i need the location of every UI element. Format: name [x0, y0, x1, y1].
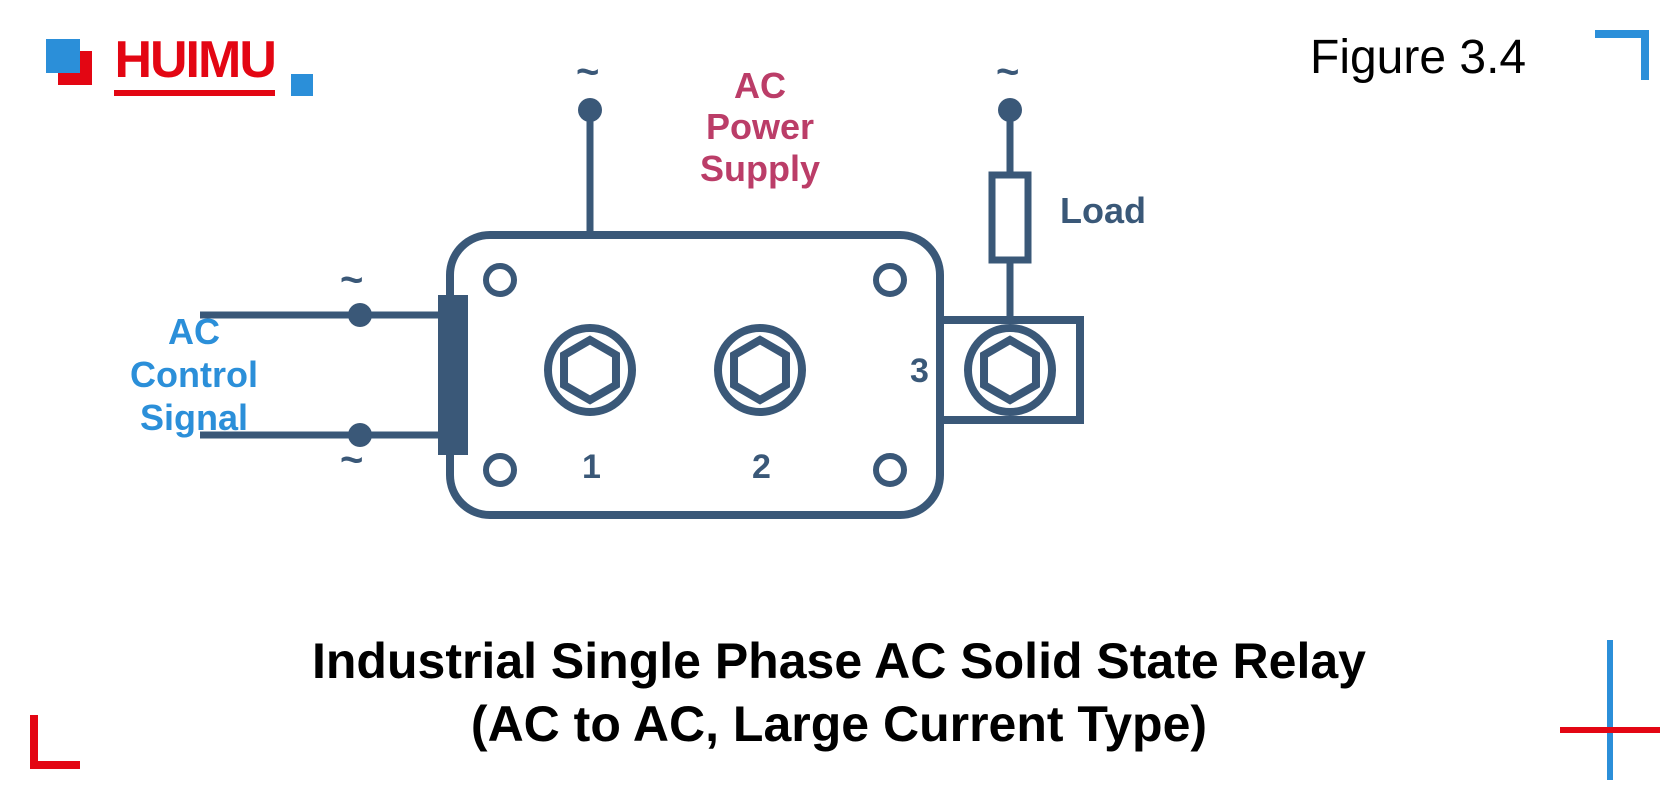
tilde-control-bottom: ~ — [340, 438, 363, 483]
title-line1: Industrial Single Phase AC Solid State R… — [0, 630, 1678, 693]
ac-control-line1: AC — [130, 310, 258, 353]
ac-control-line3: Signal — [130, 396, 258, 439]
tilde-control-top: ~ — [340, 258, 363, 303]
ac-power-supply-line2: Power — [700, 106, 820, 147]
terminal-3 — [968, 328, 1052, 412]
control-terminal-block — [438, 295, 468, 455]
ac-control-signal-label: AC Control Signal — [130, 310, 258, 440]
diagram-title: Industrial Single Phase AC Solid State R… — [0, 630, 1678, 755]
relay-body — [450, 235, 940, 515]
ac-power-supply-line3: Supply — [700, 148, 820, 189]
terminals — [548, 328, 802, 412]
load-label: Load — [1060, 190, 1146, 232]
load-wire — [992, 98, 1028, 320]
tilde-load-wire: ~ — [996, 50, 1019, 95]
ac-power-wire — [578, 98, 602, 235]
ac-control-line2: Control — [130, 353, 258, 396]
tilde-top-wire: ~ — [576, 50, 599, 95]
terminal-3-label: 3 — [910, 352, 929, 391]
terminal-2-label: 2 — [752, 448, 771, 487]
ac-power-supply-label: AC Power Supply — [700, 65, 820, 189]
title-line2: (AC to AC, Large Current Type) — [0, 693, 1678, 756]
terminal-1-label: 1 — [582, 448, 601, 487]
ac-power-supply-line1: AC — [700, 65, 820, 106]
